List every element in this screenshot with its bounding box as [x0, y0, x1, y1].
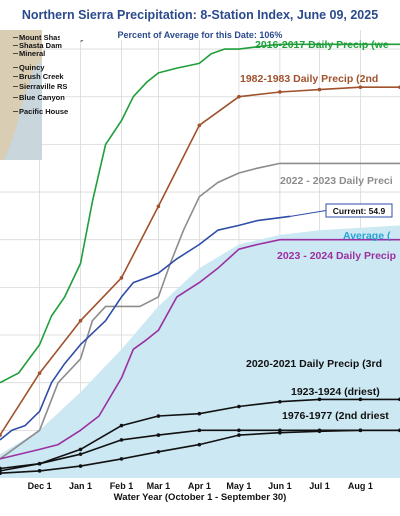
- series-lines: [0, 43, 400, 476]
- series-point-6-9: [358, 397, 363, 402]
- series-point-1-8: [317, 87, 322, 92]
- series-point-6-8: [317, 397, 322, 402]
- station-label-4: Brush Creek: [19, 72, 64, 81]
- subtitle-background: [60, 28, 340, 40]
- series-point-6-7: [278, 399, 282, 404]
- station-label-1: Shasta Dam: [19, 41, 62, 50]
- series-point-1-7: [278, 90, 282, 94]
- series-label-8: 1976-1977 (2nd driest: [282, 410, 389, 422]
- station-label-6: Blue Canyon: [19, 93, 65, 102]
- x-tick-label-6: Jun 1: [268, 481, 292, 491]
- series-label-0: 2016-2017 Daily Precip (we: [255, 39, 389, 51]
- plot-area: [0, 30, 400, 482]
- station-map-terrain: [0, 30, 42, 160]
- series-label-6: 2020-2021 Daily Precip (3rd: [246, 358, 382, 370]
- series-point-8-4: [156, 449, 161, 454]
- series-point-7-4: [156, 433, 161, 437]
- series-point-1-9: [358, 85, 363, 89]
- series-label-4: Average (: [343, 230, 391, 242]
- series-point-7-5: [197, 428, 202, 433]
- series-point-6-3: [119, 423, 124, 428]
- series-point-8-0: [0, 471, 2, 476]
- station-label-7: Pacific House: [19, 107, 68, 116]
- x-tick-label-4: Apr 1: [188, 481, 211, 491]
- station-label-5: Sierraville RS: [19, 82, 67, 91]
- series-line-5: [0, 238, 400, 460]
- current-callout-leader: [290, 210, 327, 217]
- series-point-1-2: [78, 318, 83, 323]
- series-point-7-3: [119, 438, 124, 442]
- x-tick-label-5: May 1: [226, 481, 251, 491]
- series-point-6-2: [78, 447, 83, 452]
- series-label-7: 1923-1924 (driest): [291, 386, 380, 398]
- station-label-3: Quincy: [19, 63, 45, 72]
- x-axis-label: Water Year (October 1 - September 30): [114, 492, 287, 503]
- x-tick-label-8: Aug 1: [348, 481, 373, 491]
- series-point-7-2: [78, 452, 83, 456]
- series-point-8-5: [197, 442, 202, 447]
- series-point-8-3: [119, 457, 124, 461]
- series-point-1-4: [156, 204, 161, 209]
- series-point-1-0: [0, 433, 2, 437]
- series-point-8-1: [37, 469, 42, 473]
- series-point-1-1: [37, 371, 42, 375]
- series-point-6-5: [197, 411, 202, 416]
- series-line-0: [0, 43, 400, 384]
- x-tick-label-7: Jul 1: [309, 481, 330, 491]
- series-labels: 2016-2017 Daily Precip (we 1982-1983 Dail…: [240, 39, 396, 422]
- series-point-8-2: [78, 464, 83, 468]
- current-callout: Current: 54.9: [290, 203, 393, 218]
- series-point-1-6: [237, 94, 241, 99]
- series-line-3: [0, 215, 291, 441]
- series-point-1-5: [197, 123, 202, 128]
- current-callout-box: [325, 203, 393, 218]
- series-label-1: 1982-1983 Daily Precip (2nd: [240, 73, 378, 85]
- x-axis-ticks: Dec 1 Jan 1 Feb 1 Mar 1 Apr 1 May 1 Jun 1 Jul 1…: [28, 481, 373, 491]
- series-point-6-6: [237, 404, 241, 409]
- series-point-7-6: [237, 428, 241, 433]
- x-tick-label-0: Dec 1: [28, 481, 52, 491]
- x-tick-label-1: Jan 1: [69, 481, 92, 491]
- x-tick-label-3: Mar 1: [147, 481, 171, 491]
- x-tick-label-2: Feb 1: [110, 481, 134, 491]
- series-label-2: 2022 - 2023 Daily Preci: [280, 175, 393, 187]
- current-callout-text: Current: 54.9: [333, 206, 386, 216]
- station-label-2: Mineral: [19, 49, 45, 58]
- series-label-5: 2023 - 2024 Daily Precip: [277, 250, 396, 262]
- series-point-8-7: [278, 430, 282, 435]
- chart-subtitle: Percent of Average for this Date: 106%: [118, 30, 283, 40]
- series-point-7-1: [37, 461, 42, 466]
- series-point-1-3: [119, 276, 124, 280]
- series-point-8-9: [358, 428, 363, 433]
- series-point-8-6: [237, 433, 241, 437]
- station-label-0: Mount Shasta City: [19, 33, 85, 42]
- series-point-8-8: [317, 429, 322, 434]
- series-point-6-4: [156, 414, 161, 418]
- chart-title: Northern Sierra Precipitation: 8-Station…: [22, 8, 378, 22]
